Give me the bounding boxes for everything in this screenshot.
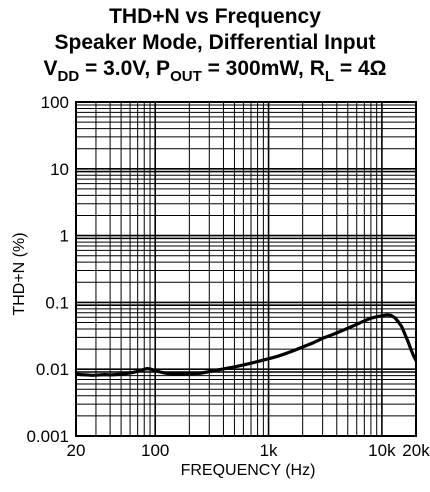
- pout-value: = 300mW,: [201, 57, 310, 80]
- vdd-symbol: V: [43, 57, 58, 80]
- y-tick-labels: 0.001 0.01 0.1 1 10 100: [26, 93, 69, 446]
- vdd-value: = 3.0V,: [79, 57, 157, 80]
- y-axis-label: THD+N (%): [11, 232, 28, 315]
- x-tick-labels: 20 100 1k 10k 20k: [67, 441, 430, 460]
- rl-symbol: R: [309, 57, 325, 80]
- y-tick-label: 0.001: [26, 427, 69, 446]
- y-tick-label: 1: [60, 227, 69, 246]
- y-tick-label: 100: [41, 93, 69, 112]
- x-axis-label: FREQUENCY (Hz): [181, 462, 316, 479]
- x-tick-label: 1k: [260, 441, 278, 460]
- y-tick-label: 0.01: [36, 360, 69, 379]
- pout-subscript: OUT: [170, 68, 202, 85]
- y-tick-label: 10: [50, 160, 69, 179]
- y-tick-label: 0.1: [45, 293, 69, 312]
- grid: [75, 101, 417, 437]
- rl-value: = 4Ω: [334, 57, 387, 80]
- thdn-series-line: [76, 313, 416, 377]
- x-tick-label: 20k: [402, 441, 430, 460]
- chart-title-line-3: VDD = 3.0V, POUT = 300mW, RL = 4Ω: [0, 56, 430, 85]
- rl-subscript: L: [324, 68, 335, 85]
- chart-title-line-1: THD+N vs Frequency: [109, 5, 321, 28]
- pout-symbol: P: [156, 57, 171, 80]
- plot-frame: [75, 101, 417, 437]
- chart-title-line-2: Speaker Mode, Differential Input: [54, 31, 376, 54]
- x-tick-label: 100: [141, 441, 169, 460]
- x-tick-label: 10k: [368, 441, 396, 460]
- x-tick-label: 20: [67, 441, 86, 460]
- series-layer: [76, 313, 416, 377]
- vdd-subscript: DD: [57, 68, 80, 85]
